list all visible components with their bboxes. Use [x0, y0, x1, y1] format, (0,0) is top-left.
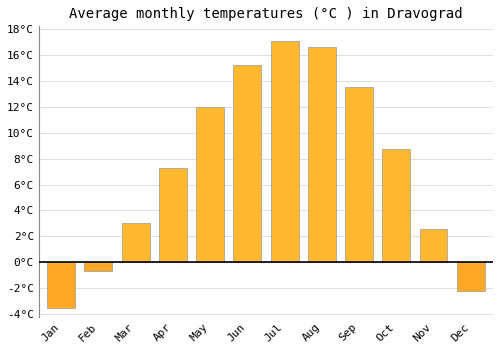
Bar: [457, 262, 484, 291]
Bar: [159, 168, 187, 262]
Bar: [47, 262, 75, 308]
Bar: [234, 65, 262, 262]
Bar: [308, 47, 336, 262]
Title: Average monthly temperatures (°C ) in Dravograd: Average monthly temperatures (°C ) in Dr…: [69, 7, 462, 21]
Bar: [345, 87, 373, 262]
Bar: [270, 41, 298, 262]
Bar: [382, 149, 410, 262]
Bar: [84, 262, 112, 271]
Bar: [420, 229, 448, 262]
Bar: [196, 107, 224, 262]
Bar: [122, 223, 150, 262]
